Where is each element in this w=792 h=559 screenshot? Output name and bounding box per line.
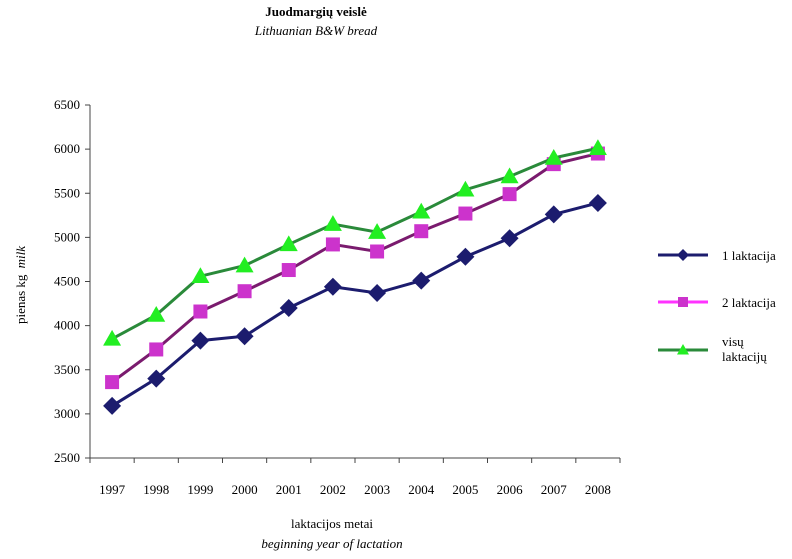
x-tick-label: 2008 bbox=[585, 482, 611, 497]
y-axis-label-lt: pienas kg bbox=[13, 274, 28, 324]
legend: 1 laktacija 2 laktacija visų laktacijų bbox=[658, 248, 776, 364]
point-diamond bbox=[323, 277, 342, 296]
legend-item-2: 2 laktacija bbox=[658, 295, 776, 310]
series-1 bbox=[103, 193, 607, 415]
x-tick-label: 2006 bbox=[497, 482, 524, 497]
x-tick-label: 1999 bbox=[187, 482, 213, 497]
y-axis-label: pienas kg milk bbox=[13, 246, 28, 324]
point-triangle bbox=[279, 235, 298, 252]
series-line bbox=[111, 152, 599, 384]
point-square bbox=[414, 224, 429, 239]
point-triangle bbox=[147, 306, 166, 322]
y-tick-label: 4500 bbox=[54, 274, 80, 289]
y-tick-label: 4000 bbox=[54, 318, 80, 333]
series-line bbox=[111, 201, 599, 408]
x-tick-label: 2005 bbox=[452, 482, 478, 497]
y-tick-label: 3500 bbox=[54, 362, 80, 377]
x-ticks: 1997 1998 1999 2000 2001 2002 2003 2004 2005 2006… bbox=[89, 458, 621, 497]
point-triangle bbox=[323, 215, 342, 231]
x-tick-label: 2000 bbox=[232, 482, 258, 497]
y-tick-label: 6500 bbox=[54, 97, 80, 112]
point-square bbox=[325, 237, 340, 252]
point-triangle bbox=[588, 139, 607, 155]
point-triangle bbox=[412, 202, 431, 219]
legend-item-3: visų laktacijų bbox=[658, 334, 767, 364]
point-square bbox=[370, 244, 385, 259]
point-diamond bbox=[279, 298, 298, 317]
point-triangle bbox=[456, 180, 475, 197]
point-diamond bbox=[500, 229, 519, 248]
axes bbox=[89, 105, 620, 459]
point-diamond bbox=[544, 205, 563, 224]
point-diamond bbox=[147, 369, 166, 388]
point-triangle bbox=[191, 267, 210, 283]
x-tick-label: 2004 bbox=[408, 482, 435, 497]
point-diamond bbox=[235, 327, 254, 346]
point-triangle bbox=[235, 256, 254, 273]
point-triangle bbox=[500, 167, 519, 184]
y-tick-label: 3000 bbox=[54, 406, 80, 421]
chart-title: Juodmargių veislė bbox=[265, 4, 367, 19]
point-square bbox=[458, 206, 473, 221]
point-diamond bbox=[677, 249, 689, 261]
legend-label: 2 laktacija bbox=[722, 295, 776, 310]
point-square bbox=[149, 342, 164, 357]
x-tick-label: 1998 bbox=[143, 482, 169, 497]
point-diamond bbox=[191, 331, 210, 350]
series-2 bbox=[105, 146, 605, 390]
point-diamond bbox=[456, 247, 475, 266]
point-diamond bbox=[103, 396, 122, 415]
x-axis-label-en: beginning year of lactation bbox=[261, 536, 402, 551]
x-tick-label: 2007 bbox=[541, 482, 568, 497]
legend-label: visų laktacijų bbox=[722, 334, 767, 364]
x-tick-label: 1997 bbox=[99, 482, 126, 497]
point-diamond bbox=[368, 283, 387, 302]
point-diamond bbox=[412, 271, 431, 290]
y-tick-label: 2500 bbox=[54, 450, 80, 465]
chart-subtitle: Lithuanian B&W bread bbox=[254, 23, 378, 38]
point-diamond bbox=[588, 193, 607, 212]
point-square bbox=[281, 263, 296, 278]
x-tick-label: 2002 bbox=[320, 482, 346, 497]
point-triangle bbox=[103, 329, 122, 346]
point-square bbox=[237, 284, 252, 299]
point-triangle bbox=[677, 344, 689, 355]
series-line bbox=[111, 146, 599, 341]
point-triangle bbox=[544, 148, 563, 165]
x-axis-label: laktacijos metai bbox=[291, 516, 373, 531]
series-group bbox=[103, 139, 607, 415]
legend-label-line: visų bbox=[722, 334, 744, 349]
y-tick-label: 5500 bbox=[54, 185, 80, 200]
y-tick-label: 6000 bbox=[54, 141, 80, 156]
legend-item-1: 1 laktacija bbox=[658, 248, 776, 263]
point-square bbox=[105, 375, 120, 390]
x-tick-label: 2003 bbox=[364, 482, 390, 497]
point-triangle bbox=[368, 223, 387, 239]
y-ticks: 2500 3000 3500 4000 4500 5000 5500 6000 6500 bbox=[54, 97, 90, 465]
point-square bbox=[193, 304, 208, 319]
legend-label-line: laktacijų bbox=[722, 349, 767, 364]
series-3 bbox=[103, 139, 607, 346]
legend-label: 1 laktacija bbox=[722, 248, 776, 263]
point-square bbox=[678, 297, 688, 307]
y-axis-label-en: milk bbox=[13, 246, 28, 269]
x-tick-label: 2001 bbox=[276, 482, 302, 497]
y-tick-label: 5000 bbox=[54, 229, 80, 244]
point-square bbox=[502, 187, 517, 202]
